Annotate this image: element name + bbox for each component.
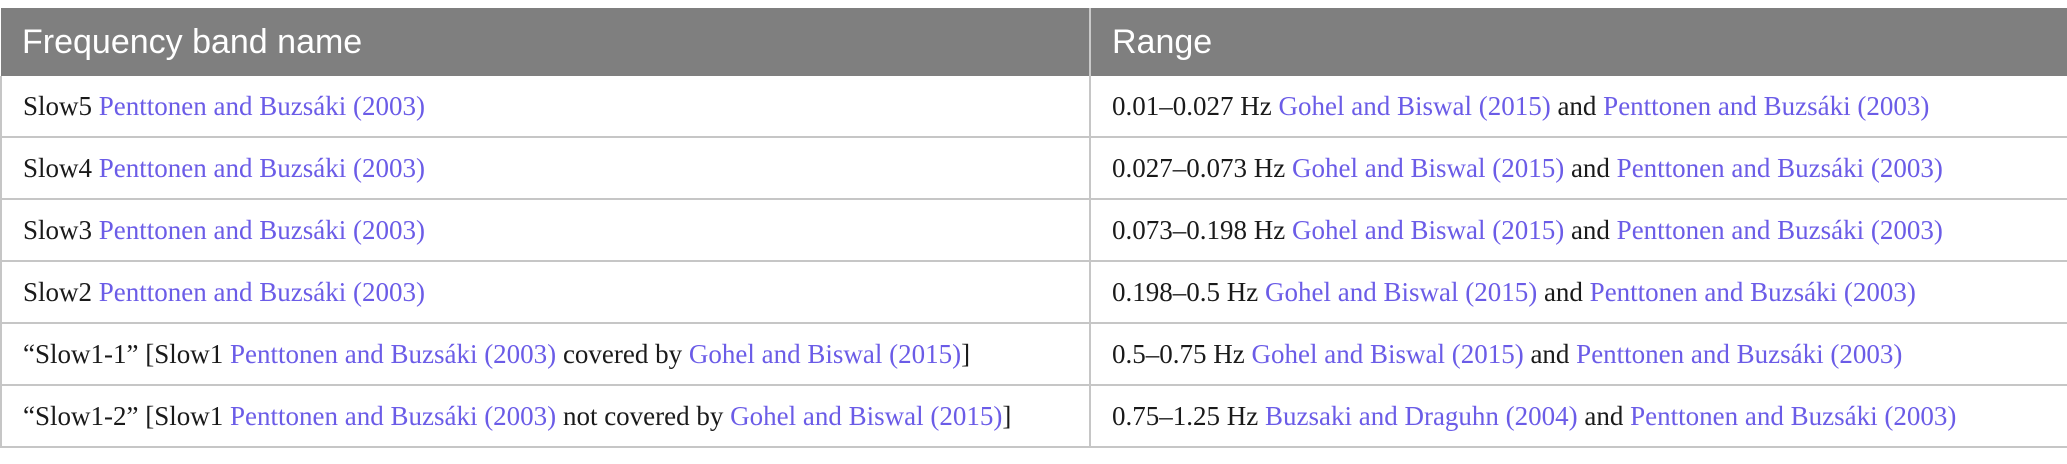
band-cell: “Slow1-1” [Slow1 Penttonen and Buzsáki (… (0, 323, 1091, 386)
citation-link[interactable]: Penttonen and Buzsáki (2003) (1630, 400, 1957, 431)
cell-text: Slow3 (23, 214, 99, 245)
citation-link[interactable]: Penttonen and Buzsáki (2003) (1576, 338, 1903, 369)
table-row: Slow2 Penttonen and Buzsáki (2003) 0.198–… (0, 261, 2067, 324)
range-cell: 0.75–1.25 Hz Buzsaki and Draguhn (2004) … (1090, 385, 2067, 448)
cell-text: and (1564, 214, 1617, 245)
cell-text: 0.5–0.75 Hz (1112, 338, 1252, 369)
citation-link[interactable]: Gohel and Biswal (2015) (730, 400, 1003, 431)
band-cell: Slow4 Penttonen and Buzsáki (2003) (0, 137, 1091, 200)
table-header-row: Frequency band name Range (1, 8, 2067, 76)
cell-text: “Slow1-2” [Slow1 (23, 400, 230, 431)
citation-link[interactable]: Penttonen and Buzsáki (2003) (1603, 90, 1930, 121)
citation-link[interactable]: Gohel and Biswal (2015) (1251, 338, 1524, 369)
citation-link[interactable]: Buzsaki and Draguhn (2004) (1264, 400, 1578, 431)
citation-link[interactable]: Gohel and Biswal (2015) (688, 338, 962, 369)
citation-link[interactable]: Penttonen and Buzsáki (2003) (98, 90, 425, 121)
band-cell: “Slow1-2” [Slow1 Penttonen and Buzsáki (… (0, 385, 1091, 448)
band-cell: Slow5 Penttonen and Buzsáki (2003) (0, 76, 1091, 138)
header-range: Range (1090, 8, 2067, 76)
table-row: “Slow1-1” [Slow1 Penttonen and Buzsáki (… (0, 323, 2067, 386)
cell-text: Slow4 (23, 152, 99, 183)
cell-text: not covered by (556, 400, 731, 431)
header-frequency-band-name: Frequency band name (1, 8, 1091, 76)
cell-text: 0.01–0.027 Hz (1112, 90, 1279, 121)
cell-text: 0.198–0.5 Hz (1112, 276, 1265, 307)
citation-link[interactable]: Gohel and Biswal (2015) (1291, 152, 1565, 183)
citation-link[interactable]: Penttonen and Buzsáki (2003) (229, 338, 557, 369)
cell-text: 0.75–1.25 Hz (1112, 400, 1265, 431)
frequency-band-table-container: Frequency band name Range Slow5 Penttone… (0, 8, 2067, 448)
table-row: Slow3 Penttonen and Buzsáki (2003) 0.073–… (0, 199, 2067, 262)
citation-link[interactable]: Gohel and Biswal (2015) (1291, 214, 1565, 245)
range-cell: 0.198–0.5 Hz Gohel and Biswal (2015) and… (1090, 261, 2067, 324)
citation-link[interactable]: Gohel and Biswal (2015) (1264, 276, 1538, 307)
frequency-band-table: Frequency band name Range Slow5 Penttone… (0, 8, 2067, 448)
cell-text: ] (1002, 400, 1012, 431)
citation-link[interactable]: Penttonen and Buzsáki (2003) (98, 276, 425, 307)
cell-text: “Slow1-1” [Slow1 (23, 338, 230, 369)
range-cell: 0.5–0.75 Hz Gohel and Biswal (2015) and … (1090, 323, 2067, 386)
citation-link[interactable]: Gohel and Biswal (2015) (1278, 90, 1551, 121)
range-cell: 0.027–0.073 Hz Gohel and Biswal (2015) a… (1090, 137, 2067, 200)
citation-link[interactable]: Penttonen and Buzsáki (2003) (1616, 214, 1943, 245)
band-cell: Slow3 Penttonen and Buzsáki (2003) (0, 199, 1091, 262)
cell-text: and (1550, 90, 1604, 121)
cell-text: Slow5 (23, 90, 99, 121)
citation-link[interactable]: Penttonen and Buzsáki (2003) (229, 400, 557, 431)
cell-text: and (1564, 152, 1617, 183)
cell-text: 0.073–0.198 Hz (1112, 214, 1292, 245)
citation-link[interactable]: Penttonen and Buzsáki (2003) (98, 152, 425, 183)
cell-text: covered by (556, 338, 689, 369)
citation-link[interactable]: Penttonen and Buzsáki (2003) (1616, 152, 1943, 183)
cell-text: and (1577, 400, 1631, 431)
range-cell: 0.073–0.198 Hz Gohel and Biswal (2015) a… (1090, 199, 2067, 262)
cell-text: ] (961, 338, 971, 369)
band-cell: Slow2 Penttonen and Buzsáki (2003) (0, 261, 1091, 324)
table-row: “Slow1-2” [Slow1 Penttonen and Buzsáki (… (0, 385, 2067, 448)
cell-text: Slow2 (23, 276, 99, 307)
cell-text: and (1523, 338, 1577, 369)
cell-text: and (1537, 276, 1590, 307)
citation-link[interactable]: Penttonen and Buzsáki (2003) (98, 214, 425, 245)
range-cell: 0.01–0.027 Hz Gohel and Biswal (2015) an… (1090, 76, 2067, 138)
table-row: Slow5 Penttonen and Buzsáki (2003) 0.01–0… (0, 76, 2067, 138)
table-row: Slow4 Penttonen and Buzsáki (2003) 0.027–… (0, 137, 2067, 200)
citation-link[interactable]: Penttonen and Buzsáki (2003) (1589, 276, 1916, 307)
cell-text: 0.027–0.073 Hz (1112, 152, 1292, 183)
table-body: Slow5 Penttonen and Buzsáki (2003) 0.01–0… (0, 76, 2067, 448)
